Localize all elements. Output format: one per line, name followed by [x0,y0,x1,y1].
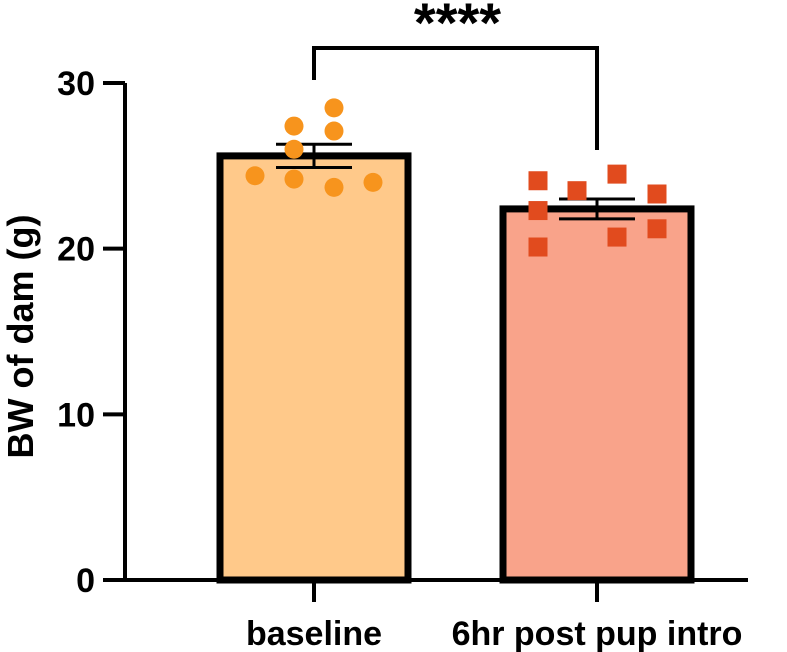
x-tick-label-baseline: baseline [246,615,382,652]
data-point-6hr-post-pup-intro [607,227,627,247]
significance-bracket [312,46,599,150]
data-point-6hr-post-pup-intro [528,171,548,191]
data-point-baseline [284,116,304,136]
data-point-baseline [324,177,344,197]
bars-layer [216,152,695,584]
bar-6hr-post-pup-intro [499,205,695,584]
y-tick-label-30: 30 [57,65,95,103]
axes-layer [123,83,748,582]
y-axis-title: BW of dam (g) [0,215,41,459]
significance-label: **** [414,0,501,54]
data-point-6hr-post-pup-intro [528,201,548,221]
tick-layer: 0 10 20 30 baseline 6hr post pup intro [57,65,742,652]
bar-baseline [216,152,412,584]
data-point-6hr-post-pup-intro [647,219,667,239]
data-point-6hr-post-pup-intro [647,184,667,204]
data-point-baseline [324,98,344,118]
significance-layer: **** [312,0,599,150]
data-point-6hr-post-pup-intro [528,237,548,257]
y-tick-label-20: 20 [57,231,95,269]
data-point-baseline [363,172,383,192]
data-point-6hr-post-pup-intro [567,181,587,201]
data-point-6hr-post-pup-intro [607,164,627,184]
data-point-baseline [284,139,304,159]
data-point-baseline [245,166,265,186]
data-points-layer [245,98,667,257]
y-tick-label-10: 10 [57,396,95,434]
y-tick-label-0: 0 [76,562,95,600]
x-tick-label-6hr-post-pup-intro: 6hr post pup intro [452,615,743,652]
data-point-baseline [324,121,344,141]
data-point-baseline [284,169,304,189]
